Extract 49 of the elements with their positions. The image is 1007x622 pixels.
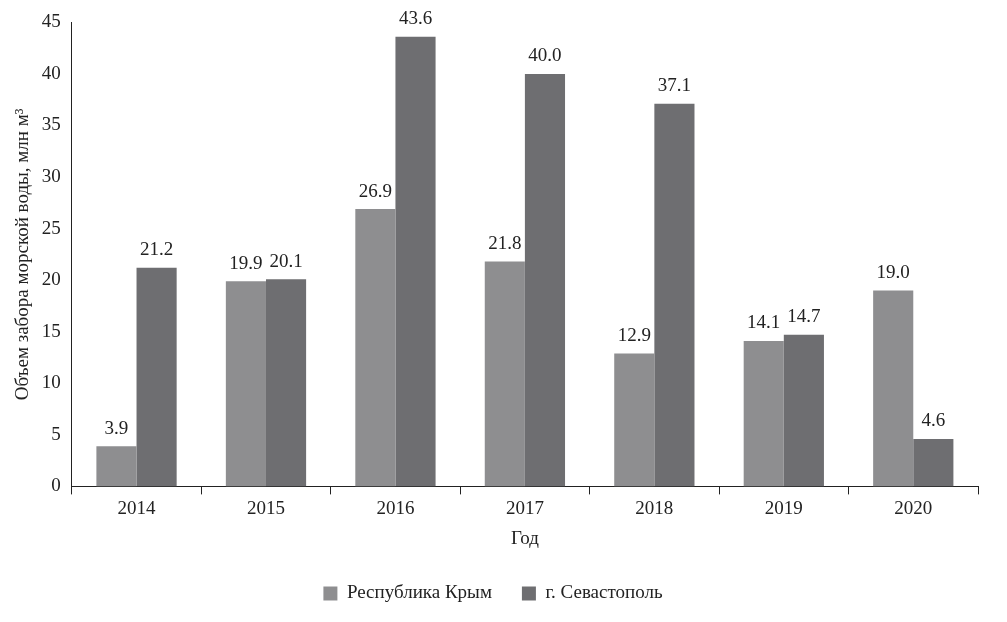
data-label: 21.8 — [488, 232, 522, 254]
bar — [913, 438, 954, 487]
x-tick-label: 2017 — [505, 496, 544, 518]
x-tick-label: 2016 — [376, 496, 415, 518]
data-label: 14.1 — [747, 311, 781, 333]
legend-label: г. Севастополь — [545, 581, 663, 603]
y-tick-label: 10 — [41, 371, 61, 393]
data-label: 26.9 — [358, 179, 392, 201]
x-tick-label: 2019 — [764, 496, 803, 518]
bar — [484, 261, 525, 487]
data-label: 19.9 — [229, 251, 263, 273]
y-tick-label: 45 — [41, 10, 61, 32]
bar — [395, 36, 436, 487]
bar — [873, 290, 914, 487]
bar — [524, 73, 566, 487]
bar — [783, 334, 824, 487]
bar — [225, 281, 266, 487]
bar — [355, 209, 396, 487]
data-label: 20.1 — [269, 249, 303, 271]
y-tick-label: 15 — [41, 319, 61, 341]
data-label: 40.0 — [528, 44, 562, 66]
data-label: 12.9 — [617, 323, 651, 345]
x-axis-title: Год — [510, 526, 540, 548]
data-label: 14.7 — [787, 305, 821, 327]
y-tick-label: 5 — [51, 422, 61, 444]
y-tick-label: 25 — [41, 216, 61, 238]
x-tick-label: 2018 — [635, 496, 674, 518]
data-label: 43.6 — [398, 7, 433, 29]
x-tick-label: 2014 — [117, 496, 157, 518]
bar — [614, 353, 655, 487]
y-tick-label: 35 — [41, 113, 61, 135]
data-label: 4.6 — [921, 409, 946, 431]
data-label: 37.1 — [657, 74, 692, 96]
y-tick-label: 20 — [41, 268, 61, 290]
bar — [96, 446, 137, 487]
legend-label: Республика Крым — [346, 581, 492, 603]
y-tick-label: 0 — [51, 474, 61, 496]
bar — [654, 103, 695, 487]
data-label: 19.0 — [876, 260, 910, 282]
y-tick-label: 30 — [41, 165, 61, 187]
data-label: 21.2 — [139, 238, 174, 260]
y-axis-title: Объем забора морской воды, млн м³ — [11, 108, 33, 401]
x-tick-label: 2015 — [246, 496, 285, 518]
bar — [743, 341, 784, 487]
bar — [265, 279, 307, 487]
bar — [136, 267, 177, 487]
x-tick-label: 2020 — [894, 496, 933, 518]
y-tick-label: 40 — [41, 61, 61, 83]
data-label: 3.9 — [104, 416, 129, 438]
